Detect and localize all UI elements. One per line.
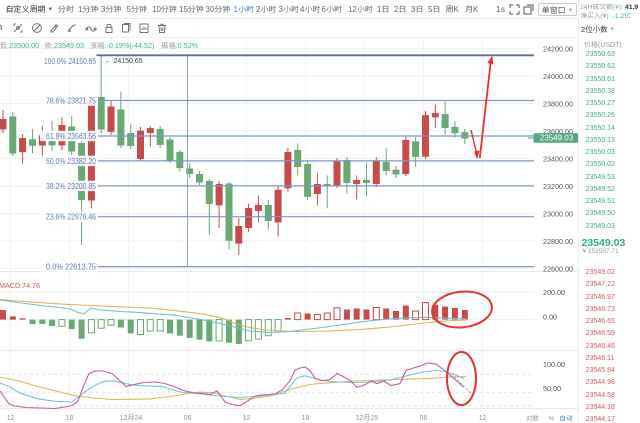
svg-text:38.2% 23200.85: 38.2% 23200.85 — [46, 182, 96, 191]
svg-text:18: 18 — [302, 415, 310, 422]
svg-text:23200.00: 23200.00 — [543, 182, 573, 191]
svg-text:78.6% 23821.75: 78.6% 23821.75 — [46, 97, 96, 106]
svg-text:23000.00: 23000.00 — [543, 210, 573, 219]
svg-text:%: % — [549, 416, 555, 423]
svg-text:← 24150.65: ← 24150.65 — [105, 58, 143, 65]
svg-text:100.00: 100.00 — [543, 360, 565, 369]
svg-text:23400.00: 23400.00 — [543, 155, 573, 164]
svg-text:23549.03: 23549.03 — [540, 134, 574, 143]
svg-text:23800.00: 23800.00 — [543, 100, 573, 109]
svg-text:18: 18 — [66, 415, 74, 422]
svg-text:MACD:74.76: MACD:74.76 — [0, 281, 40, 290]
svg-text:61.8% 23563.56: 61.8% 23563.56 — [46, 132, 96, 141]
svg-text:23.6% 22976.46: 23.6% 22976.46 — [46, 213, 96, 222]
svg-text:200.00: 200.00 — [543, 288, 565, 297]
svg-text:24000.00: 24000.00 — [543, 72, 573, 81]
svg-text:12月24: 12月24 — [120, 414, 143, 422]
svg-text:50.00: 50.00 — [543, 384, 561, 393]
svg-text:12: 12 — [479, 415, 487, 422]
svg-text:对数: 对数 — [526, 416, 540, 423]
svg-text:23600.00: 23600.00 — [543, 127, 573, 136]
svg-text:100.0% 24150.65: 100.0% 24150.65 — [44, 57, 96, 66]
svg-text:24200.00: 24200.00 — [543, 45, 573, 54]
svg-text:22800.00: 22800.00 — [543, 237, 573, 246]
svg-text:0.0% 22613.75: 0.0% 22613.75 — [46, 263, 97, 272]
svg-text:12月25: 12月25 — [356, 414, 379, 422]
svg-text:06: 06 — [420, 415, 428, 422]
svg-text:12: 12 — [7, 415, 15, 422]
svg-text:06: 06 — [184, 415, 192, 422]
svg-text:12: 12 — [243, 415, 251, 422]
svg-text:50.0% 23382.20: 50.0% 23382.20 — [46, 157, 96, 166]
svg-text:22600.00: 22600.00 — [543, 265, 573, 274]
svg-text:自动: 自动 — [560, 415, 574, 423]
svg-text:0.00: 0.00 — [543, 313, 557, 322]
